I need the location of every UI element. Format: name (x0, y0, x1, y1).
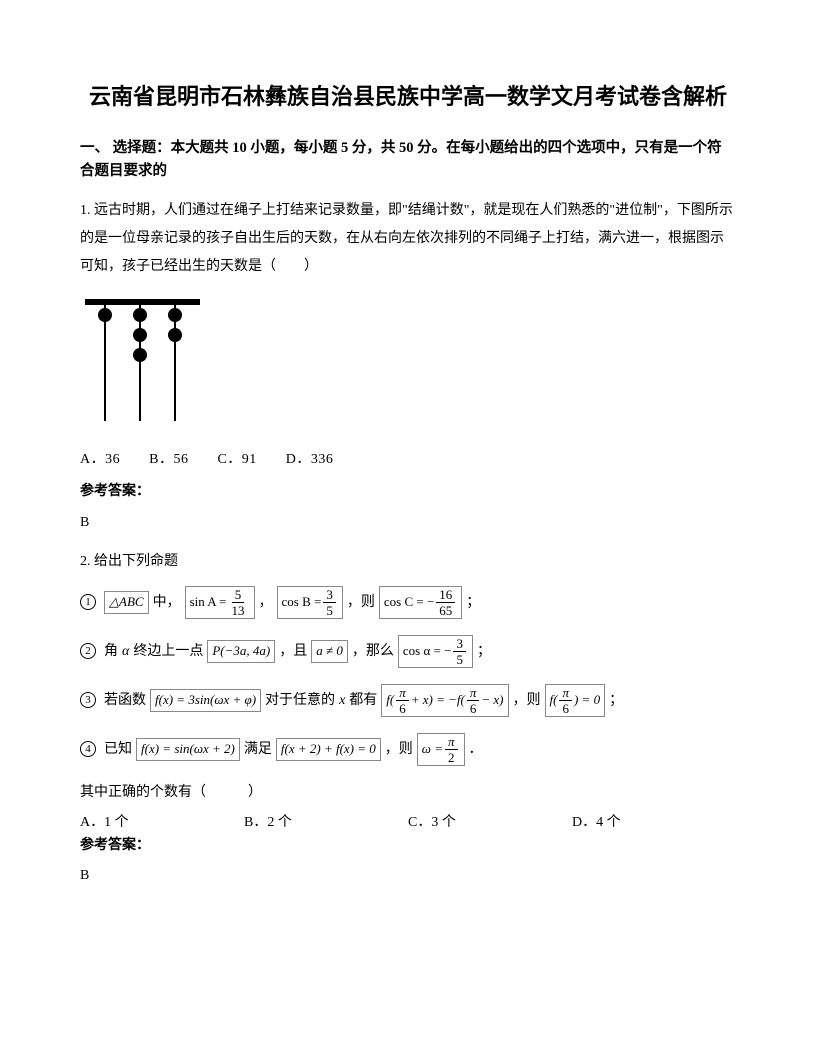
q2-head: 2. 给出下列命题 (80, 548, 736, 576)
q2-answer: B (80, 865, 736, 887)
q1-options: A．36 B．56 C．91 D．336 (80, 449, 736, 471)
q1-answer: B (80, 512, 736, 534)
q1-answer-label: 参考答案： (80, 481, 736, 503)
q2-answer-label: 参考答案： (80, 835, 736, 857)
q1-text: 1. 远古时期，人们通过在绳子上打结来记录数量，即"结绳计数"，就是现在人们熟悉… (80, 197, 736, 281)
circled-2: 2 (80, 643, 96, 659)
q2-stmt-4: 4 已知 f(x) = sin(ωx + 2) 满足 f(x + 2) + f(… (80, 733, 736, 766)
knot-figure (80, 291, 736, 434)
section-heading: 一、 选择题：本大题共 10 小题，每小题 5 分，共 50 分。在每小题给出的… (80, 137, 736, 183)
q2-stmt-3: 3 若函数 f(x) = 3sin(ωx + φ) 对于任意的 x 都有 f( … (80, 684, 736, 717)
q2-stmt-1: 1 △ABC 中， sin A = 513 ， cos B = 35 ，则 co… (80, 586, 736, 619)
q2-summary: 其中正确的个数有（ ） (80, 782, 736, 804)
q2-options: A．1 个 B．2 个 C．3 个 D．4 个 (80, 812, 736, 834)
circled-4: 4 (80, 741, 96, 757)
q2-stmt-2: 2 角 α 终边上一点 P(−3a, 4a) ，且 a ≠ 0 ，那么 cos … (80, 635, 736, 668)
circled-1: 1 (80, 594, 96, 610)
page-title: 云南省昆明市石林彝族自治县民族中学高一数学文月考试卷含解析 (80, 80, 736, 113)
circled-3: 3 (80, 692, 96, 708)
